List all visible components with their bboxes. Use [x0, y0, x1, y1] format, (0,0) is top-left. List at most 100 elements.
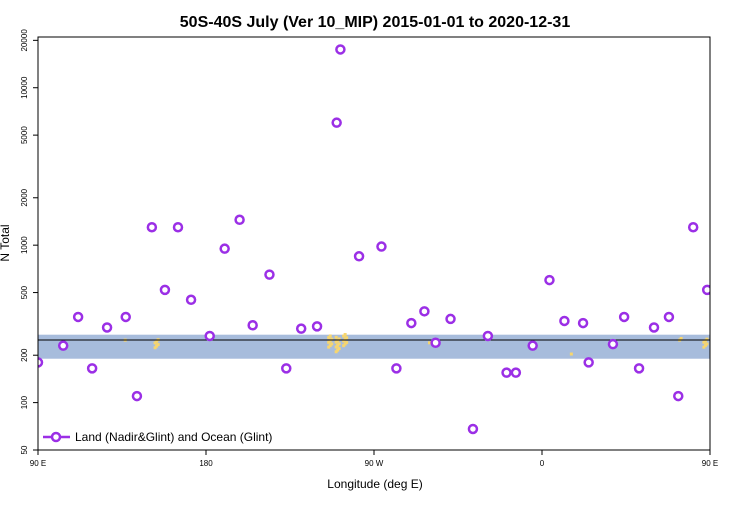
data-point [687, 221, 699, 233]
data-point [391, 363, 402, 374]
land-marker [153, 346, 157, 350]
land-marker [342, 344, 346, 348]
data-point [633, 363, 645, 374]
land-marker [153, 341, 157, 345]
data-point [419, 306, 430, 317]
data-point [101, 322, 113, 333]
legend: Land (Nadir&Glint) and Ocean (Glint) [43, 430, 272, 444]
x-tick-label: 180 [199, 459, 213, 468]
land-marker [155, 344, 159, 348]
land-marker [569, 352, 573, 356]
data-point [120, 311, 131, 323]
data-point [701, 284, 710, 296]
y-axis-label: N Total [0, 224, 12, 261]
land-marker [327, 340, 331, 344]
data-point [527, 340, 538, 351]
y-tick-label: 500 [20, 285, 29, 299]
data-point [38, 357, 44, 368]
data-points [38, 44, 710, 435]
data-point [57, 340, 69, 351]
land-marker [334, 350, 338, 354]
data-point [146, 221, 158, 233]
data-point [204, 330, 215, 342]
data-point [311, 321, 323, 332]
legend-label: Land (Nadir&Glint) and Ocean (Glint) [75, 430, 272, 444]
land-marker [705, 337, 709, 341]
y-tick-label: 20000 [20, 29, 29, 52]
y-axis: 50 100 200 500 1000 2000 5000 10000 20000 [20, 29, 38, 454]
data-point [663, 311, 675, 323]
data-point [295, 323, 307, 334]
x-tick-label: 90 E [702, 459, 718, 468]
land-marker [327, 336, 331, 340]
land-marker [428, 341, 431, 345]
land-marker [336, 339, 340, 343]
x-axis: 90 E 180 90 W 0 90 E [30, 450, 718, 468]
data-point [618, 311, 630, 323]
data-point [467, 423, 479, 435]
land-marker [703, 339, 707, 343]
y-tick-label: 10000 [20, 76, 29, 99]
land-marker [702, 340, 706, 344]
x-tick-label: 90 E [30, 459, 46, 468]
land-marker [334, 345, 338, 349]
data-point [172, 221, 184, 233]
chart-title: 50S-40S July (Ver 10_MIP) 2015-01-01 to … [180, 14, 571, 31]
data-point [264, 269, 275, 280]
data-point [131, 390, 143, 402]
data-point [86, 363, 98, 374]
data-point [185, 294, 197, 306]
land-marker [343, 342, 347, 346]
land-marker [156, 343, 160, 347]
data-point [406, 317, 417, 329]
land-marker [328, 339, 332, 343]
y-tick-label: 2000 [20, 188, 29, 206]
data-point [159, 284, 171, 296]
y-tick-label: 100 [20, 395, 29, 409]
land-marker [342, 334, 346, 338]
data-point [445, 313, 456, 325]
land-marker [336, 343, 340, 347]
data-point [501, 367, 512, 378]
land-marker [330, 342, 334, 346]
land-marker [679, 337, 683, 341]
land-marker [334, 335, 338, 339]
land-marker [345, 336, 349, 340]
y-tick-label: 50 [20, 445, 29, 454]
land-marker [334, 340, 338, 344]
data-point [510, 367, 522, 378]
ocean-band [38, 334, 710, 359]
data-point [673, 390, 684, 402]
data-point [559, 315, 570, 327]
x-tick-label: 90 W [365, 459, 384, 468]
land-marker [345, 340, 349, 344]
land-marker [336, 348, 340, 352]
land-marker [328, 344, 332, 348]
data-point [331, 117, 342, 128]
y-tick-label: 200 [20, 348, 29, 362]
plot-frame [37, 36, 711, 451]
data-point [648, 322, 660, 333]
data-point [376, 241, 387, 252]
data-point [583, 357, 594, 368]
land-marker [342, 339, 346, 343]
land-marker [343, 332, 347, 336]
land-marker [705, 342, 709, 346]
data-point [430, 337, 441, 348]
land-marker [330, 337, 334, 341]
land-marker [337, 337, 341, 341]
x-tick-label: 0 [540, 459, 545, 468]
data-point [607, 338, 619, 350]
land-marker [337, 347, 341, 351]
data-point [353, 251, 365, 262]
land-marker [702, 345, 706, 349]
land-marker [328, 334, 332, 338]
y-tick-label: 1000 [20, 236, 29, 254]
x-axis-label: Longitude (deg E) [327, 477, 422, 491]
data-point [281, 363, 292, 374]
data-point [335, 44, 346, 55]
land-marker [343, 337, 347, 341]
land-marker [703, 344, 707, 348]
land-marker [327, 345, 331, 349]
legend-marker [50, 431, 62, 443]
